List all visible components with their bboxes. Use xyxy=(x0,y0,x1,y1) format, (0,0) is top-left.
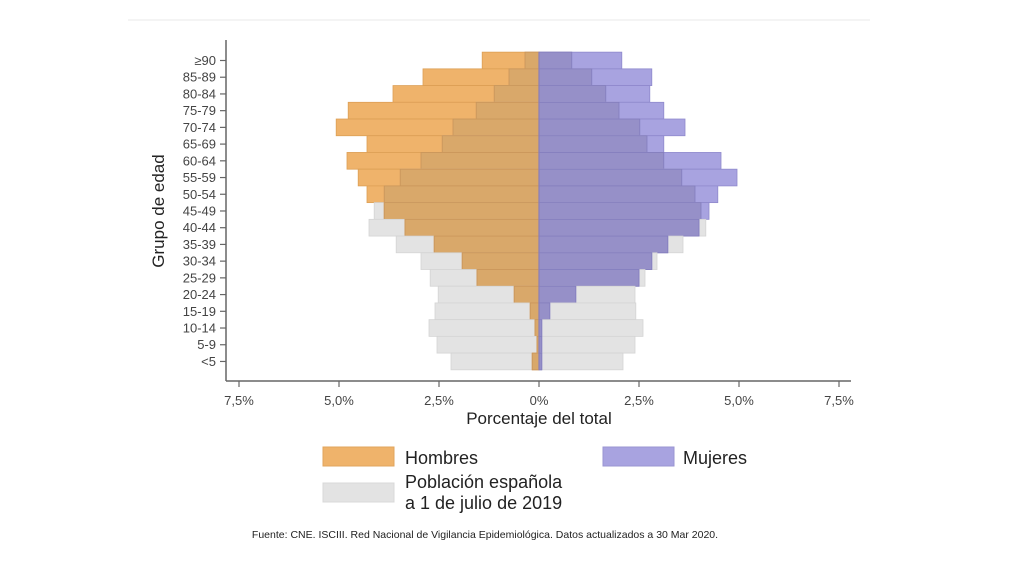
y-tick-label: 30-34 xyxy=(183,254,216,269)
x-tick-label: 5,0% xyxy=(324,393,354,408)
bar-poblacion-hombres xyxy=(434,302,540,321)
bar-overlap-mujeres xyxy=(538,152,665,170)
bar-overlap-hombres xyxy=(383,185,540,204)
bar-overlap-hombres xyxy=(433,235,540,254)
bar-overlap-hombres xyxy=(508,68,540,86)
bar-overlap-mujeres xyxy=(538,218,700,237)
x-tick-label: 7,5% xyxy=(824,393,854,408)
y-tick-label: 15-19 xyxy=(183,304,216,319)
y-axis-title: Grupo de edad xyxy=(149,154,168,267)
bar-overlap-hombres xyxy=(404,218,540,237)
bar-overlap-mujeres xyxy=(538,285,577,304)
bar-overlap-hombres xyxy=(529,302,540,321)
legend-swatch-mujeres xyxy=(602,446,675,467)
bar-overlap-mujeres xyxy=(538,85,607,103)
y-tick-label: 45-49 xyxy=(183,203,216,218)
legend-label-mujeres: Mujeres xyxy=(683,448,747,468)
bar-poblacion-hombres xyxy=(436,335,540,354)
bar-overlap-mujeres xyxy=(538,168,683,187)
bar-overlap-mujeres xyxy=(538,101,620,120)
y-tick-label: 10-14 xyxy=(183,321,216,336)
bar-overlap-hombres xyxy=(475,101,540,120)
y-tick-label: 75-79 xyxy=(183,103,216,118)
legend-label-hombres: Hombres xyxy=(405,448,478,468)
legend-swatch-hombres xyxy=(322,446,395,467)
y-tick-label: 55-59 xyxy=(183,170,216,185)
bar-overlap-hombres xyxy=(461,252,540,270)
bar-poblacion-mujeres xyxy=(538,302,637,321)
y-tick-label: 70-74 xyxy=(183,120,216,135)
y-tick-label: 40-44 xyxy=(183,220,216,235)
y-tick-label: 20-24 xyxy=(183,287,216,302)
y-tick-label: 50-54 xyxy=(183,187,216,202)
bar-overlap-hombres xyxy=(531,352,540,371)
bar-poblacion-hombres xyxy=(450,352,540,371)
bar-overlap-mujeres xyxy=(538,202,702,220)
bar-overlap-hombres xyxy=(476,269,540,287)
x-tick-label: 2,5% xyxy=(424,393,454,408)
bar-overlap-mujeres xyxy=(538,135,648,153)
bars-group xyxy=(335,51,738,371)
bar-poblacion-mujeres xyxy=(538,352,624,371)
bar-overlap-mujeres xyxy=(538,51,573,70)
bar-poblacion-mujeres xyxy=(538,335,636,354)
y-tick-label: 60-64 xyxy=(183,153,216,168)
x-axis-title: Porcentaje del total xyxy=(466,409,612,428)
y-tick-label: 65-69 xyxy=(183,137,216,152)
legend-label-poblacion-line2: a 1 de julio de 2019 xyxy=(405,493,562,513)
legend: Hombres Mujeres Población española a 1 d… xyxy=(322,446,747,513)
bar-overlap-hombres xyxy=(524,51,540,70)
bar-overlap-hombres xyxy=(441,135,540,153)
y-tick-label: 80-84 xyxy=(183,86,216,101)
y-tick-label: 85-89 xyxy=(183,70,216,85)
x-tick-label: 5,0% xyxy=(724,393,754,408)
bar-overlap-mujeres xyxy=(538,235,669,254)
bar-overlap-mujeres xyxy=(538,68,593,86)
x-tick-label: 0% xyxy=(530,393,549,408)
y-tick-label: 5-9 xyxy=(197,337,216,352)
bar-overlap-hombres xyxy=(383,202,540,220)
bar-poblacion-mujeres xyxy=(538,319,644,337)
bar-overlap-mujeres xyxy=(538,302,551,321)
footnote: Fuente: CNE. ISCIII. Red Nacional de Vig… xyxy=(252,529,718,541)
y-tick-label: 35-39 xyxy=(183,237,216,252)
bar-overlap-hombres xyxy=(420,152,540,170)
bar-overlap-mujeres xyxy=(538,252,653,270)
bar-overlap-mujeres xyxy=(538,185,696,204)
bar-overlap-hombres xyxy=(493,85,540,103)
bar-overlap-mujeres xyxy=(538,118,641,137)
y-tick-label: 25-29 xyxy=(183,270,216,285)
bar-overlap-hombres xyxy=(452,118,540,137)
bar-overlap-hombres xyxy=(513,285,540,304)
x-tick-label: 2,5% xyxy=(624,393,654,408)
x-ticks-group: 7,5% 5,0% 2,5% 0% 2,5% 5,0% 7,5% xyxy=(224,381,854,408)
bar-poblacion-hombres xyxy=(428,319,540,337)
bar-overlap-mujeres xyxy=(538,269,640,287)
bar-overlap-hombres xyxy=(399,168,540,187)
legend-swatch-poblacion xyxy=(322,482,395,503)
x-tick-label: 7,5% xyxy=(224,393,254,408)
y-tick-label: ≥90 xyxy=(194,53,216,68)
legend-label-poblacion-line1: Población española xyxy=(405,472,563,492)
y-tick-label: <5 xyxy=(201,354,216,369)
